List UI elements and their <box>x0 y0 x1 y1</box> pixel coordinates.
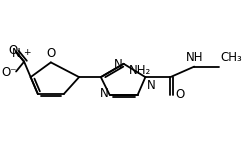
Text: O⁻: O⁻ <box>2 66 17 79</box>
Text: N: N <box>147 79 156 92</box>
Text: NH₂: NH₂ <box>129 64 151 77</box>
Text: N: N <box>12 47 21 60</box>
Text: O: O <box>8 44 17 57</box>
Text: +: + <box>23 48 31 57</box>
Text: O: O <box>46 47 55 60</box>
Text: NH: NH <box>185 51 203 64</box>
Text: N: N <box>100 87 109 100</box>
Text: CH₃: CH₃ <box>220 51 242 64</box>
Text: N: N <box>114 58 122 71</box>
Text: O: O <box>175 88 184 101</box>
